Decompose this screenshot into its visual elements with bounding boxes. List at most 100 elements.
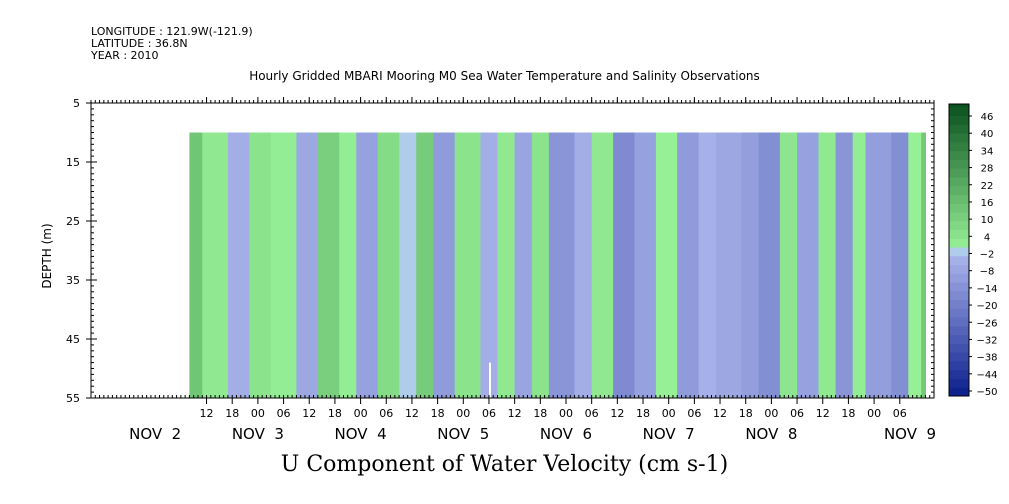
colorbar-swatch <box>949 194 969 204</box>
x-day-label: NOV 2 <box>129 425 181 443</box>
x-hour-tick-label: 18 <box>533 407 547 420</box>
x-hour-tick-label: 12 <box>200 407 214 420</box>
heatmap-band-27 <box>741 132 759 398</box>
heatmap-band-28 <box>758 132 781 398</box>
colorbar-swatch <box>949 264 969 274</box>
heatmap-band-36 <box>908 132 922 398</box>
x-hour-tick-label: 06 <box>585 407 599 420</box>
heatmap-field <box>189 132 926 398</box>
colorbar-tick-label: −50 <box>976 387 997 398</box>
latitude-label: LATITUDE : 36.8N <box>91 37 188 50</box>
heatmap-band-10 <box>399 132 417 398</box>
colorbar-swatch <box>949 177 969 187</box>
missing-data-gap <box>489 362 491 398</box>
colorbar: 46 40 34 28 22 16 10 4 −2 −8 −14 −20 −26 −32 −38 −44 −50 <box>948 103 998 398</box>
x-hour-tick-label: 18 <box>636 407 650 420</box>
heatmap-band-12 <box>433 132 456 398</box>
colorbar-tick-label: 22 <box>981 181 994 192</box>
colorbar-tick-label: 34 <box>981 146 994 157</box>
heatmap-band-16 <box>514 132 533 398</box>
colorbar-tick-label: −14 <box>976 284 997 295</box>
heatmap-band-18 <box>548 132 576 398</box>
colorbar-swatch <box>949 104 969 108</box>
x-hour-tick-label: 06 <box>482 407 496 420</box>
colorbar-swatch <box>949 159 969 169</box>
y-tick-label: 45 <box>66 333 80 346</box>
heatmap-band-6 <box>317 132 340 398</box>
colorbar-tick-label: −20 <box>976 301 997 312</box>
heatmap-band-5 <box>296 132 319 398</box>
heatmap-band-26 <box>715 132 742 398</box>
colorbar-swatch <box>949 150 969 160</box>
x-hour-tick-label: 00 <box>867 407 881 420</box>
heatmap-band-4 <box>270 132 297 398</box>
heatmap-band-7 <box>339 132 357 398</box>
x-hour-tick-label: 00 <box>456 407 470 420</box>
x-hour-tick-label: 12 <box>610 407 624 420</box>
colorbar-swatch <box>949 369 969 379</box>
colorbar-swatch <box>949 185 969 195</box>
colorbar-swatch <box>949 106 969 117</box>
colorbar-swatch <box>949 308 969 318</box>
x-day-label: NOV 9 <box>884 425 936 443</box>
heatmap-band-15 <box>497 132 516 398</box>
heatmap-band-1 <box>202 132 229 398</box>
colorbar-frame <box>948 103 970 397</box>
heatmap-band-3 <box>249 132 272 398</box>
colorbar-tick-label: −2 <box>980 250 995 261</box>
x-hour-tick-label: 00 <box>764 407 778 420</box>
heatmap-band-11 <box>416 132 434 398</box>
y-tick-label: 15 <box>66 156 80 169</box>
colorbar-swatch <box>949 317 969 327</box>
x-hour-tick-label: 00 <box>251 407 265 420</box>
x-hour-tick-label: 12 <box>816 407 830 420</box>
x-hour-tick-label: 06 <box>687 407 701 420</box>
heatmap-band-8 <box>356 132 379 398</box>
longitude-label: LONGITUDE : 121.9W(-121.9) <box>91 25 253 38</box>
colorbar-swatch <box>949 282 969 292</box>
heatmap-band-22 <box>634 132 657 398</box>
heatmap-band-9 <box>377 132 400 398</box>
x-hour-tick-label: 00 <box>559 407 573 420</box>
colorbar-tick-label: 28 <box>981 164 994 175</box>
heatmap-band-23 <box>655 132 678 398</box>
y-tick-label: 55 <box>66 392 80 405</box>
heatmap-band-34 <box>865 132 892 398</box>
heatmap-band-19 <box>574 132 593 398</box>
x-hour-tick-label: 06 <box>790 407 804 420</box>
colorbar-swatch <box>949 229 969 239</box>
colorbar-tick-label: 4 <box>984 232 990 243</box>
x-hour-tick-label: 06 <box>277 407 291 420</box>
heatmap-band-29 <box>779 132 798 398</box>
heatmap-band-24 <box>677 132 700 398</box>
year-label: YEAR : 2010 <box>91 49 159 62</box>
x-hour-tick-label: 18 <box>328 407 342 420</box>
x-hour-tick-label: 18 <box>841 407 855 420</box>
colorbar-swatch <box>949 247 969 257</box>
heatmap-band-32 <box>835 132 854 398</box>
x-day-label: NOV 8 <box>745 425 797 443</box>
y-axis-label: DEPTH (m) <box>40 223 54 288</box>
x-hour-tick-label: 12 <box>405 407 419 420</box>
colorbar-swatch <box>949 133 969 143</box>
heatmap-band-30 <box>797 132 819 398</box>
x-hour-tick-label: 06 <box>893 407 907 420</box>
colorbar-swatch <box>949 361 969 371</box>
x-hour-tick-label: 18 <box>225 407 239 420</box>
heatmap-band-33 <box>852 132 866 398</box>
colorbar-tick-label: 10 <box>981 215 994 226</box>
x-axis-label: U Component of Water Velocity (cm s-1) <box>280 452 729 477</box>
colorbar-swatch <box>949 334 969 344</box>
heatmap-band-20 <box>591 132 614 398</box>
x-hour-tick-label: 12 <box>713 407 727 420</box>
colorbar-swatch <box>949 343 969 353</box>
x-day-label: NOV 6 <box>540 425 592 443</box>
colorbar-tick-label: −8 <box>980 267 995 278</box>
colorbar-swatch <box>949 378 969 388</box>
heatmap-band-25 <box>698 132 717 398</box>
colorbar-tick-label: 40 <box>981 129 994 140</box>
colorbar-swatch <box>949 273 969 283</box>
colorbar-swatch <box>949 238 969 248</box>
heatmap-band-17 <box>531 132 550 398</box>
x-hour-tick-label: 18 <box>431 407 445 420</box>
